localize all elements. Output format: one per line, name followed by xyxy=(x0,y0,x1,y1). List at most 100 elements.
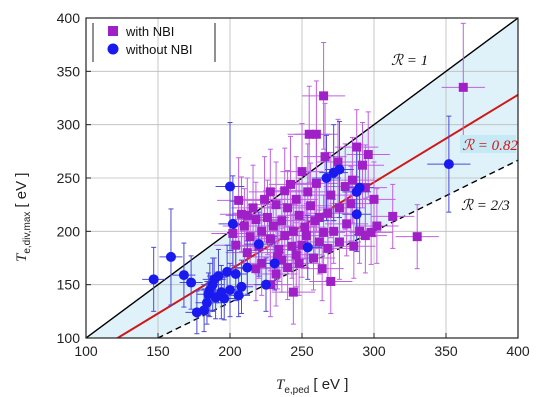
data-point-with-nbi xyxy=(234,195,244,205)
data-point-with-nbi xyxy=(334,237,344,247)
data-point-with-nbi xyxy=(326,276,336,286)
data-point-without-nbi xyxy=(225,181,235,192)
data-point-with-nbi xyxy=(228,228,238,238)
data-point-with-nbi xyxy=(242,210,252,220)
y-tick-label: 400 xyxy=(57,10,81,26)
data-point-with-nbi xyxy=(309,253,319,263)
data-point-with-nbi xyxy=(329,226,339,236)
ratio-1-label: ℛ = 1 xyxy=(391,53,428,69)
data-point-with-nbi xyxy=(342,219,352,229)
data-point-without-nbi xyxy=(253,239,264,250)
data-point-with-nbi xyxy=(257,226,267,236)
data-point-with-nbi xyxy=(274,244,284,254)
ratio-23-label: ℛ = 2/3 xyxy=(461,198,510,214)
data-point-with-nbi xyxy=(352,142,362,152)
data-point-without-nbi xyxy=(334,164,345,175)
x-axis-ticks: 100 150 200 250 300 350 400 xyxy=(74,333,530,359)
x-tick-label: 400 xyxy=(506,343,530,359)
x-tick-label: 200 xyxy=(218,343,242,359)
legend-label-without-nbi: without NBI xyxy=(125,42,192,57)
data-point-with-nbi xyxy=(314,237,324,247)
data-point-with-nbi xyxy=(369,194,379,204)
data-point-without-nbi xyxy=(242,262,253,273)
data-point-with-nbi xyxy=(333,157,343,167)
data-point-with-nbi xyxy=(326,190,336,200)
data-point-without-nbi xyxy=(230,269,241,279)
data-point-with-nbi xyxy=(319,227,329,237)
legend: with NBI without NBI xyxy=(92,23,216,62)
data-point-without-nbi xyxy=(209,274,220,285)
x-tick-label: 350 xyxy=(434,343,458,359)
y-tick-label: 100 xyxy=(57,330,81,346)
data-point-with-nbi xyxy=(245,232,255,242)
data-points xyxy=(148,82,468,318)
data-point-with-nbi xyxy=(301,231,311,241)
data-point-with-nbi xyxy=(280,231,290,241)
data-point-without-nbi xyxy=(165,251,176,262)
data-point-with-nbi xyxy=(291,250,301,260)
data-point-with-nbi xyxy=(372,221,382,231)
y-tick-label: 350 xyxy=(57,63,81,79)
data-point-with-nbi xyxy=(231,240,241,250)
ratio-082-label: ℛ = 0.82 xyxy=(462,138,518,154)
data-point-with-nbi xyxy=(340,182,350,192)
data-point-without-nbi xyxy=(201,297,212,308)
legend-marker-with-nbi xyxy=(108,26,118,36)
data-point-without-nbi xyxy=(148,274,159,285)
data-point-without-nbi xyxy=(261,279,271,290)
data-point-with-nbi xyxy=(260,194,270,204)
x-tick-label: 300 xyxy=(362,343,386,359)
data-point-with-nbi xyxy=(248,203,258,213)
data-point-with-nbi xyxy=(277,216,287,226)
data-point-without-nbi xyxy=(225,285,235,295)
data-point-with-nbi xyxy=(355,226,365,236)
data-point-with-nbi xyxy=(288,287,298,297)
data-point-without-nbi xyxy=(321,173,332,183)
data-point-with-nbi xyxy=(311,178,321,188)
data-point-with-nbi xyxy=(271,200,281,210)
data-point-with-nbi xyxy=(237,209,247,219)
ratio-082-label-bg xyxy=(460,135,516,153)
data-point-with-nbi xyxy=(291,194,301,204)
data-point-with-nbi xyxy=(319,91,329,101)
y-axis-ticks: 100 150 200 250 300 350 400 xyxy=(57,10,91,346)
legend-marker-without-nbi xyxy=(107,43,119,55)
x-tick-label: 250 xyxy=(290,343,314,359)
data-point-without-nbi xyxy=(219,293,230,304)
data-point-with-nbi xyxy=(251,264,261,274)
data-point-with-nbi xyxy=(317,264,327,274)
data-point-with-nbi xyxy=(288,226,298,236)
data-point-with-nbi xyxy=(347,175,357,185)
x-axis-label: Te,ped[ eV ] xyxy=(276,376,348,396)
data-point-with-nbi xyxy=(257,258,267,268)
data-point-with-nbi xyxy=(285,179,295,189)
data-point-with-nbi xyxy=(458,82,468,92)
data-point-with-nbi xyxy=(360,183,370,193)
data-point-with-nbi xyxy=(323,243,333,253)
data-point-with-nbi xyxy=(303,187,313,197)
data-point-with-nbi xyxy=(297,167,307,177)
data-point-with-nbi xyxy=(314,212,324,222)
data-point-with-nbi xyxy=(363,150,373,160)
y-tick-label: 250 xyxy=(57,170,81,186)
data-point-without-nbi xyxy=(178,270,189,281)
data-point-without-nbi xyxy=(351,209,362,220)
data-point-without-nbi xyxy=(203,289,214,300)
data-point-with-nbi xyxy=(283,203,293,213)
data-point-without-nbi xyxy=(302,242,313,253)
data-point-with-nbi xyxy=(323,208,333,218)
data-point-without-nbi xyxy=(354,182,365,193)
data-point-without-nbi xyxy=(233,290,244,301)
data-point-with-nbi xyxy=(239,221,249,231)
data-point-with-nbi xyxy=(346,199,356,209)
y-tick-label: 150 xyxy=(57,277,81,293)
data-point-with-nbi xyxy=(262,212,272,222)
data-point-with-nbi xyxy=(242,248,252,258)
data-point-with-nbi xyxy=(297,240,307,250)
data-point-without-nbi xyxy=(269,258,280,269)
data-point-with-nbi xyxy=(304,129,314,139)
data-point-with-nbi xyxy=(294,258,304,268)
data-point-with-nbi xyxy=(349,241,359,251)
data-point-without-nbi xyxy=(227,218,238,229)
